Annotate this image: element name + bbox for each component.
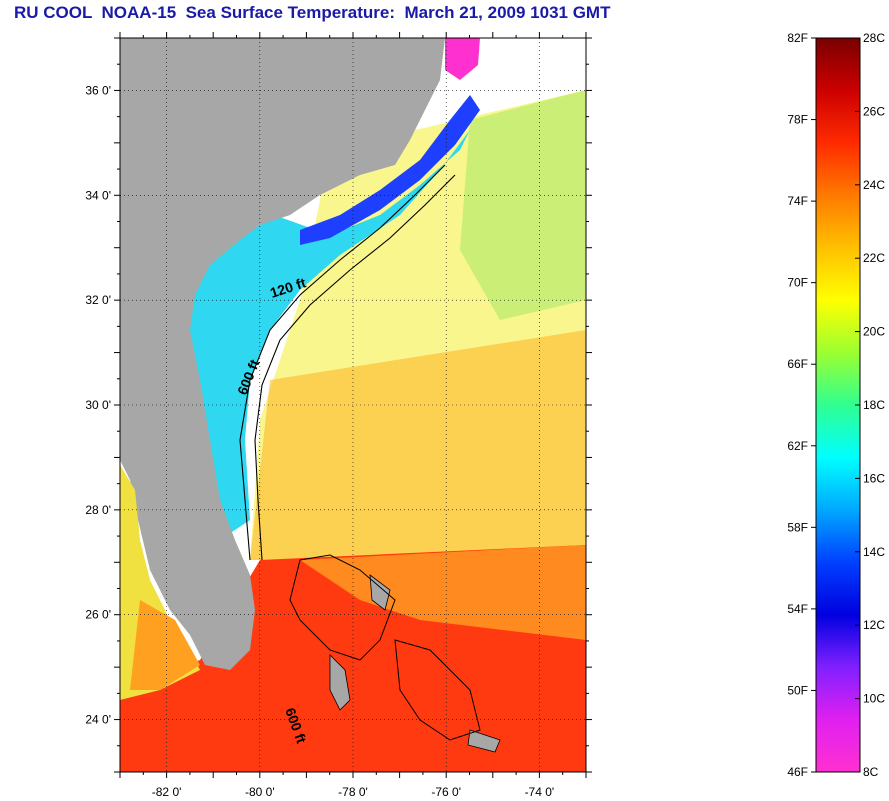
bahamas-island-1 <box>329 654 351 711</box>
map-panel <box>120 38 586 772</box>
longitude-axis: -82 0' -80 0' -78 0' -76 0' -74 0' <box>119 32 587 799</box>
colorbar-scale <box>815 37 861 773</box>
colorbar-c-label: 16C <box>863 471 885 485</box>
colorbar-c-label: 12C <box>863 618 885 632</box>
colorbar-c-label: 20C <box>863 325 885 339</box>
colorbar-c-label: 24C <box>863 178 885 192</box>
colorbar-f-label: 54F <box>787 602 808 616</box>
isobath-600ft <box>254 174 456 561</box>
lat-tick-label: 36 0' <box>85 83 111 97</box>
lat-tick-label: 26 0' <box>85 608 111 622</box>
colorbar-f-label: 74F <box>787 194 808 208</box>
isobath-120ft <box>239 164 446 561</box>
coastal-cold-water <box>300 95 480 245</box>
colorbar-c-label: 26C <box>863 104 885 118</box>
colorbar-f-label: 70F <box>787 276 808 290</box>
gulf-stream-orange <box>300 545 586 640</box>
lon-tick-label: -80 0' <box>245 785 275 799</box>
colorbar-c-label: 10C <box>863 692 885 706</box>
pink-patch-north <box>445 38 480 80</box>
colorbar-f-label: 78F <box>787 113 808 127</box>
gulf-orange-patch <box>130 600 200 690</box>
graticule <box>120 38 586 772</box>
colorbar: 82F 78F 74F 70F 66F 62F 58F 54F 50F 46F 28C 26C 24C… <box>787 31 885 779</box>
colorbar-f-label: 50F <box>787 683 808 697</box>
lon-tick-label: -74 0' <box>525 785 555 799</box>
colorbar-c-label: 14C <box>863 545 885 559</box>
colorbar-c-label: 8C <box>863 765 879 779</box>
bahamas-bank-contour <box>289 554 396 661</box>
lon-tick-label: -78 0' <box>338 785 368 799</box>
lat-tick-label: 24 0' <box>85 713 111 727</box>
bahamas-island-2 <box>369 574 391 611</box>
warm-offshore-region <box>250 330 586 560</box>
colorbar-c-label: 22C <box>863 251 885 265</box>
colorbar-f-label: 62F <box>787 439 808 453</box>
lat-tick-label: 34 0' <box>85 188 111 202</box>
lat-tick-label: 30 0' <box>85 398 111 412</box>
colorbar-f-label: 66F <box>787 357 808 371</box>
latitude-axis: 36 0' 34 0' 32 0' 30 0' 28 0' 26 0' 24 0' <box>85 37 592 773</box>
lat-tick-label: 32 0' <box>85 293 111 307</box>
colorbar-fahrenheit-labels: 82F 78F 74F 70F 66F 62F 58F 54F 50F 46F <box>787 31 816 779</box>
colorbar-c-label: 18C <box>863 398 885 412</box>
colorbar-f-label: 58F <box>787 520 808 534</box>
lon-tick-label: -82 0' <box>152 785 182 799</box>
colorbar-f-label: 46F <box>787 765 808 779</box>
bahamas-island-3 <box>467 729 501 753</box>
lon-tick-label: -76 0' <box>431 785 461 799</box>
colorbar-celsius-labels: 28C 26C 24C 22C 20C 18C 16C 14C 12C 10C 8C <box>855 31 885 779</box>
map-title: RU COOL NOAA-15 Sea Surface Temperature:… <box>14 3 611 22</box>
colorbar-f-label: 82F <box>787 31 808 45</box>
green-patches <box>460 90 586 320</box>
land-mainland <box>120 38 445 670</box>
bahamas-bank-contour-2 <box>394 639 481 741</box>
lat-tick-label: 28 0' <box>85 503 111 517</box>
colorbar-c-label: 28C <box>863 31 885 45</box>
